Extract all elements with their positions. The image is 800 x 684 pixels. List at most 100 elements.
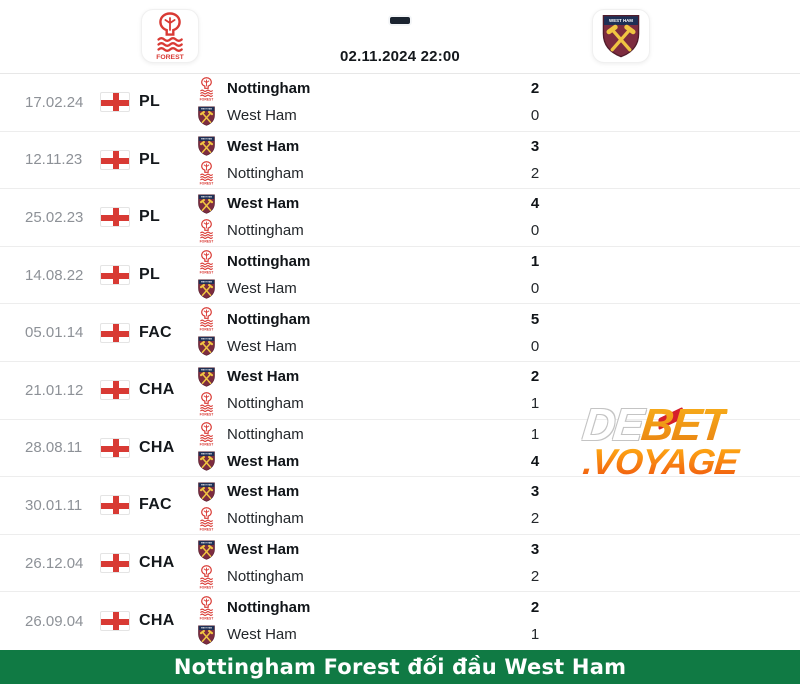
team-score: 0 (530, 107, 540, 125)
team-line: Nottingham (192, 595, 505, 620)
teams-cell: Nottingham West Ham (192, 422, 505, 474)
team-score: 2 (530, 599, 540, 617)
team-line: West Ham (192, 364, 505, 389)
match-row: 30.01.11 FAC West Ham Nottingham 3 2 (0, 477, 800, 535)
competition-cell: CHA (100, 437, 192, 458)
team-name: West Ham (227, 137, 300, 155)
team-crest-icon (196, 134, 217, 158)
teams-cell: Nottingham West Ham (192, 76, 505, 128)
team-score: 2 (530, 568, 540, 586)
team-crest-icon (196, 565, 217, 589)
team-name: Nottingham (227, 253, 311, 271)
team-line: West Ham (192, 622, 505, 647)
competition-code: PL (139, 266, 161, 284)
team-score: 1 (530, 253, 540, 271)
competition-code: CHA (139, 381, 175, 399)
team-score: 1 (530, 626, 540, 644)
team-crest-icon (196, 392, 217, 416)
teams-cell: Nottingham West Ham (192, 249, 505, 301)
england-flag-icon (100, 149, 130, 170)
team-line: West Ham (192, 103, 505, 128)
team-name: Nottingham (227, 164, 304, 182)
team-crest-icon (196, 307, 217, 331)
scores-cell: 3 2 (505, 479, 565, 531)
team-score: 3 (530, 541, 540, 559)
team-line: Nottingham (192, 76, 505, 101)
team-line: Nottingham (192, 422, 505, 447)
team-score: 1 (530, 395, 540, 413)
team-crest-icon (196, 192, 217, 216)
team-name: Nottingham (227, 599, 311, 617)
competition-cell: FAC (100, 322, 192, 343)
team-score: 5 (530, 310, 540, 328)
team-crest-icon (196, 596, 217, 620)
competition-cell: PL (100, 207, 192, 228)
competition-code: PL (139, 208, 161, 226)
team-name: West Ham (227, 541, 300, 559)
match-row: 17.02.24 PL Nottingham West Ham 2 0 (0, 74, 800, 132)
team-crest-icon (196, 623, 217, 647)
match-date: 05.01.14 (25, 324, 84, 342)
scores-cell: 3 2 (505, 134, 565, 186)
scores-cell: 1 4 (505, 422, 565, 474)
teams-cell: West Ham Nottingham (192, 134, 505, 186)
team-score: 3 (530, 483, 540, 501)
match-date: 28.08.11 (25, 439, 83, 457)
competition-code: PL (139, 93, 161, 111)
competition-code: FAC (139, 496, 172, 514)
team-score: 2 (530, 80, 540, 98)
team-line: West Ham (192, 479, 505, 504)
teams-cell: Nottingham West Ham (192, 307, 505, 359)
england-flag-icon (100, 553, 130, 574)
team-score: 4 (530, 452, 540, 470)
team-score: 2 (530, 510, 540, 528)
teams-cell: Nottingham West Ham (192, 595, 505, 647)
competition-cell: PL (100, 92, 192, 113)
team-name: West Ham (227, 626, 297, 644)
match-date: 26.12.04 (25, 554, 84, 572)
team-crest-icon (196, 507, 217, 531)
match-row: 12.11.23 PL West Ham Nottingham 3 2 (0, 131, 800, 190)
competition-cell: FAC (100, 495, 192, 516)
scores-cell: 4 0 (505, 191, 565, 243)
versus-dash-icon (390, 17, 410, 24)
match-date: 12.11.23 (25, 151, 83, 169)
match-date: 26.09.04 (25, 612, 84, 630)
footer-title: Nottingham Forest đối đầu West Ham (173, 655, 627, 679)
team-line: West Ham (192, 134, 505, 159)
team-crest-icon (196, 449, 217, 473)
competition-code: FAC (139, 323, 172, 341)
team-line: Nottingham (192, 218, 505, 243)
team-name: Nottingham (227, 310, 311, 328)
match-row: 26.09.04 CHA Nottingham West Ham 2 1 (0, 592, 800, 650)
west-ham-crest-icon (601, 14, 641, 58)
match-row: 25.02.23 PL West Ham Nottingham 4 0 (0, 189, 800, 247)
team-score: 1 (530, 425, 540, 443)
team-crest-icon (196, 219, 217, 243)
team-name: West Ham (227, 483, 300, 501)
match-row: 28.08.11 CHA Nottingham West Ham 1 4 (0, 419, 800, 478)
team-line: Nottingham (192, 564, 505, 589)
competition-code: CHA (139, 554, 175, 572)
team-score: 2 (530, 368, 540, 386)
england-flag-icon (100, 437, 130, 458)
team-line: West Ham (192, 537, 505, 562)
team-crest-icon (196, 538, 217, 562)
scores-cell: 2 1 (505, 595, 565, 647)
england-flag-icon (100, 92, 130, 113)
team-score: 2 (530, 164, 540, 182)
match-row: 05.01.14 FAC Nottingham West Ham 5 0 (0, 304, 800, 362)
match-date: 21.01.12 (25, 381, 84, 399)
match-date: 17.02.24 (25, 93, 84, 111)
team-name: West Ham (227, 280, 297, 298)
match-row: 14.08.22 PL Nottingham West Ham 1 0 (0, 246, 800, 305)
team-line: Nottingham (192, 506, 505, 531)
team-score: 3 (530, 137, 540, 155)
team-crest-icon (196, 250, 217, 274)
scores-cell: 5 0 (505, 307, 565, 359)
team-name: West Ham (227, 368, 300, 386)
team-score: 0 (530, 222, 540, 240)
match-date: 14.08.22 (25, 266, 84, 284)
competition-cell: CHA (100, 553, 192, 574)
